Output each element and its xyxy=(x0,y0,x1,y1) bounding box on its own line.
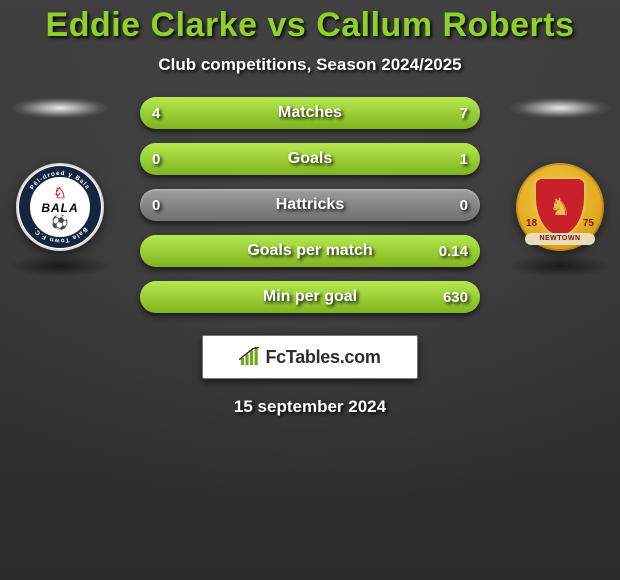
stat-value-left: 4 xyxy=(152,97,160,129)
stat-pill: 0 1 Goals xyxy=(140,143,480,175)
stat-pill: 0.14 Goals per match xyxy=(140,235,480,267)
newtown-shield: ♞ xyxy=(534,177,586,237)
club-right-highlight xyxy=(508,97,612,119)
newtown-scroll: NEWTOWN xyxy=(525,233,595,245)
club-right: ♞ 18 75 NEWTOWN xyxy=(500,97,620,277)
club-left-shadow xyxy=(8,255,112,277)
page-subtitle: Club competitions, Season 2024/2025 xyxy=(0,55,620,75)
stat-label: Matches xyxy=(278,104,342,122)
bala-word: BALA xyxy=(41,202,78,214)
newtown-year-left: 18 xyxy=(526,218,537,229)
page-title: Eddie Clarke vs Callum Roberts xyxy=(0,0,620,45)
stat-value-right: 1 xyxy=(460,143,468,175)
stat-pill: 0 0 Hattricks xyxy=(140,189,480,221)
stat-label: Min per goal xyxy=(263,288,357,306)
lion-icon: ♞ xyxy=(549,193,571,222)
football-icon: ⚽ xyxy=(51,215,68,229)
club-left: Pêl-droed y Bala Bala Town F.C. ♘ BALA ⚽ xyxy=(0,97,120,277)
stat-pills: 4 7 Matches 0 1 Goals 0 0 Hattricks 0.14 Goals per… xyxy=(140,97,480,313)
stat-label: Goals per match xyxy=(247,242,372,260)
fctables-logo-box: FcTables.com xyxy=(202,335,418,379)
stat-value-left: 0 xyxy=(152,143,160,175)
bala-inner: ♘ BALA ⚽ xyxy=(32,179,88,235)
stat-value-right: 630 xyxy=(443,281,468,313)
stat-value-right: 0 xyxy=(460,189,468,221)
stat-pill: 4 7 Matches xyxy=(140,97,480,129)
dragon-icon: ♘ xyxy=(53,186,66,201)
fctables-logo-text: FcTables.com xyxy=(265,347,380,368)
stat-pill: 630 Min per goal xyxy=(140,281,480,313)
bar-chart-icon xyxy=(239,347,261,367)
crest-bala: Pêl-droed y Bala Bala Town F.C. ♘ BALA ⚽ xyxy=(16,163,104,251)
newtown-year-right: 75 xyxy=(583,218,594,229)
stat-label: Goals xyxy=(288,150,332,168)
stat-value-right: 0.14 xyxy=(439,235,468,267)
crest-newtown: ♞ 18 75 NEWTOWN xyxy=(516,163,604,251)
stat-label: Hattricks xyxy=(276,196,344,214)
club-right-shadow xyxy=(508,255,612,277)
page-date: 15 september 2024 xyxy=(0,397,620,417)
club-left-highlight xyxy=(8,97,112,119)
comparison-stage: Pêl-droed y Bala Bala Town F.C. ♘ BALA ⚽… xyxy=(0,97,620,313)
stat-value-left: 0 xyxy=(152,189,160,221)
stat-value-right: 7 xyxy=(460,97,468,129)
